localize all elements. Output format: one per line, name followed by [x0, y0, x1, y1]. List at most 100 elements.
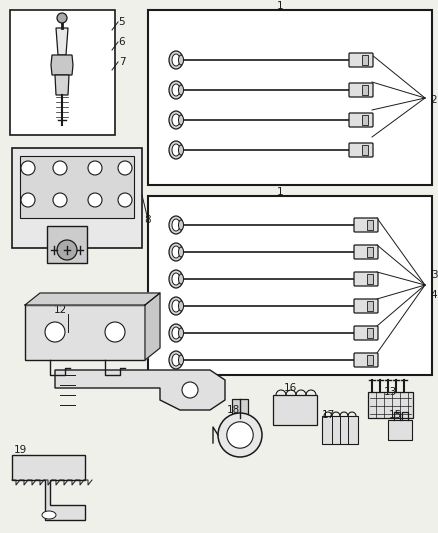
Text: 16: 16 — [283, 383, 296, 393]
Ellipse shape — [178, 247, 183, 257]
Circle shape — [226, 422, 253, 448]
Circle shape — [118, 193, 132, 207]
Ellipse shape — [172, 354, 180, 366]
Polygon shape — [367, 392, 412, 418]
Polygon shape — [56, 28, 68, 55]
FancyBboxPatch shape — [353, 299, 377, 313]
Ellipse shape — [178, 274, 183, 284]
FancyBboxPatch shape — [361, 85, 367, 95]
Ellipse shape — [172, 327, 180, 339]
Polygon shape — [12, 148, 141, 248]
Circle shape — [57, 13, 67, 23]
FancyBboxPatch shape — [366, 355, 372, 365]
Ellipse shape — [169, 111, 183, 129]
FancyBboxPatch shape — [366, 247, 372, 257]
Polygon shape — [55, 370, 225, 410]
Ellipse shape — [172, 114, 180, 126]
FancyBboxPatch shape — [353, 218, 377, 232]
Circle shape — [118, 161, 132, 175]
Polygon shape — [25, 293, 159, 305]
Polygon shape — [321, 416, 357, 444]
Text: 15: 15 — [388, 410, 401, 420]
FancyBboxPatch shape — [366, 301, 372, 311]
Ellipse shape — [169, 141, 183, 159]
Ellipse shape — [169, 324, 183, 342]
Polygon shape — [272, 395, 316, 425]
FancyBboxPatch shape — [353, 326, 377, 340]
Ellipse shape — [178, 145, 183, 155]
Ellipse shape — [42, 511, 56, 519]
Polygon shape — [148, 10, 431, 185]
Text: 19: 19 — [13, 445, 27, 455]
Polygon shape — [47, 226, 87, 263]
Ellipse shape — [178, 220, 183, 230]
Ellipse shape — [172, 84, 180, 96]
FancyBboxPatch shape — [353, 245, 377, 259]
Polygon shape — [20, 156, 134, 218]
Polygon shape — [51, 55, 73, 75]
Polygon shape — [55, 75, 69, 95]
Text: 8: 8 — [145, 215, 151, 225]
FancyBboxPatch shape — [353, 353, 377, 367]
Ellipse shape — [172, 54, 180, 66]
Polygon shape — [148, 196, 431, 375]
FancyBboxPatch shape — [348, 143, 372, 157]
Text: 18: 18 — [226, 405, 239, 415]
Text: 5: 5 — [118, 17, 125, 27]
Ellipse shape — [178, 301, 183, 311]
Ellipse shape — [169, 297, 183, 315]
Circle shape — [53, 193, 67, 207]
Circle shape — [182, 382, 198, 398]
Text: 3: 3 — [430, 270, 436, 280]
Polygon shape — [387, 420, 411, 440]
Text: 17: 17 — [321, 410, 334, 420]
FancyBboxPatch shape — [348, 83, 372, 97]
Ellipse shape — [169, 216, 183, 234]
Ellipse shape — [178, 55, 183, 65]
Circle shape — [88, 161, 102, 175]
Ellipse shape — [172, 246, 180, 258]
FancyBboxPatch shape — [366, 274, 372, 284]
Ellipse shape — [172, 219, 180, 231]
Text: 4: 4 — [430, 290, 436, 300]
Text: 1: 1 — [276, 1, 283, 11]
FancyBboxPatch shape — [353, 272, 377, 286]
Text: 1: 1 — [276, 187, 283, 197]
Circle shape — [21, 193, 35, 207]
Ellipse shape — [169, 351, 183, 369]
Text: 6: 6 — [118, 37, 125, 47]
Text: 14: 14 — [93, 380, 106, 390]
Polygon shape — [145, 293, 159, 360]
FancyBboxPatch shape — [348, 113, 372, 127]
Circle shape — [57, 240, 77, 260]
Ellipse shape — [178, 115, 183, 125]
Ellipse shape — [172, 273, 180, 285]
FancyBboxPatch shape — [366, 328, 372, 338]
Ellipse shape — [178, 328, 183, 338]
Circle shape — [45, 322, 65, 342]
FancyBboxPatch shape — [348, 53, 372, 67]
Text: 7: 7 — [118, 57, 125, 67]
Text: 13: 13 — [382, 387, 396, 397]
FancyBboxPatch shape — [361, 145, 367, 155]
Ellipse shape — [172, 144, 180, 156]
Text: 2: 2 — [430, 95, 436, 105]
Circle shape — [105, 322, 125, 342]
FancyBboxPatch shape — [361, 115, 367, 125]
Ellipse shape — [169, 270, 183, 288]
Ellipse shape — [169, 243, 183, 261]
Polygon shape — [12, 455, 85, 520]
Ellipse shape — [169, 81, 183, 99]
Polygon shape — [10, 10, 115, 135]
Circle shape — [53, 161, 67, 175]
Ellipse shape — [178, 355, 183, 365]
Text: 12: 12 — [53, 305, 67, 315]
FancyBboxPatch shape — [366, 220, 372, 230]
Polygon shape — [231, 399, 247, 418]
Ellipse shape — [172, 300, 180, 312]
Circle shape — [21, 161, 35, 175]
Ellipse shape — [178, 85, 183, 95]
Ellipse shape — [169, 51, 183, 69]
Polygon shape — [25, 305, 145, 360]
Circle shape — [88, 193, 102, 207]
